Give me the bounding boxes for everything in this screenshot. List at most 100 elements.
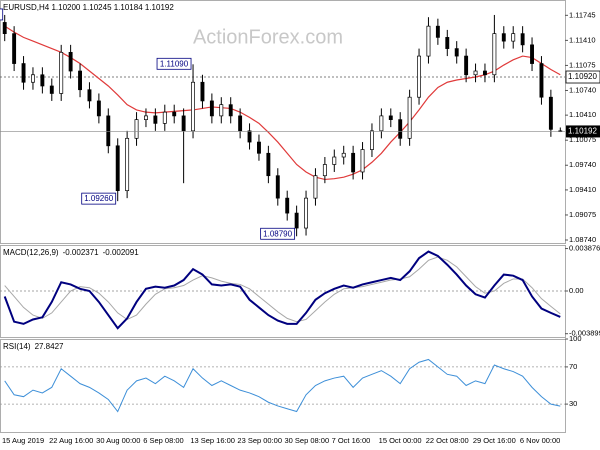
- candle-body: [548, 96, 553, 130]
- x-tick-label: 15 Aug 2019: [2, 436, 44, 445]
- candle-body: [31, 74, 35, 83]
- candle-body: [388, 115, 393, 120]
- panel-value: -0.002371: [63, 248, 100, 257]
- y-tick-label: 1.09740: [569, 160, 596, 169]
- candle-body: [2, 22, 7, 34]
- panel-value: 27.8427: [35, 342, 64, 351]
- candle-body: [87, 89, 92, 102]
- candle-body: [492, 33, 497, 76]
- panel-title: RSI(14): [3, 342, 31, 351]
- candle-body: [294, 212, 299, 229]
- x-tick-label: 29 Oct 16:00: [473, 436, 516, 445]
- chart-header: EURUSD,H4 1.10200 1.10245 1.10184 1.1019…: [3, 3, 174, 12]
- annotation-box: [156, 57, 192, 70]
- annotation-label: 1.09260: [84, 194, 113, 203]
- candle-body: [59, 51, 64, 94]
- candle-body: [115, 145, 120, 192]
- candle-body: [219, 104, 224, 117]
- y-tick-label: 100: [569, 334, 582, 343]
- x-tick-label: 15 Oct 00:00: [379, 436, 422, 445]
- x-tick-label: 13 Sep 16:00: [190, 436, 235, 445]
- annotation-box: [81, 192, 117, 205]
- x-tick-label: 30 Sep 08:00: [285, 436, 330, 445]
- y-tick-label: 1.11745: [569, 10, 596, 19]
- candle-body: [247, 130, 252, 143]
- panel-title: MACD(12,26,9): [3, 248, 59, 257]
- annotation-label: 1.11090: [160, 59, 189, 68]
- candle-body: [68, 51, 73, 72]
- y-tick-label: 70: [569, 362, 577, 371]
- candle-body: [483, 70, 487, 76]
- candle-body: [407, 96, 412, 139]
- series-line: [4, 256, 561, 323]
- candle-body: [125, 137, 130, 192]
- candle-body: [153, 115, 158, 124]
- candle-body: [332, 156, 337, 165]
- y-tick-label: 1.09075: [569, 210, 596, 219]
- y-tick-label: 0.003876: [569, 244, 600, 253]
- candle-body: [530, 44, 534, 64]
- panel-border: [0, 339, 566, 433]
- x-tick-label: 30 Aug 00:00: [96, 436, 140, 445]
- x-tick-label: 6 Nov 00:00: [520, 436, 560, 445]
- level-box: [565, 70, 600, 84]
- y-tick-label: 1.08740: [569, 235, 596, 244]
- y-tick-label: 1.09410: [569, 185, 596, 194]
- candle-body: [511, 33, 516, 42]
- candle-body: [370, 130, 374, 150]
- candle-body: [417, 55, 421, 98]
- last-price-box: [566, 125, 600, 138]
- x-tick-label: 6 Sep 08:00: [143, 436, 183, 445]
- y-tick-label: 1.10075: [569, 135, 596, 144]
- candle-body: [200, 81, 205, 102]
- candle-body: [209, 100, 214, 117]
- y-tick-label: 1.11410: [569, 35, 596, 44]
- x-tick-label: 7 Oct 16:00: [332, 436, 371, 445]
- candle-body: [520, 33, 525, 46]
- y-tick-label: 1.10740: [569, 85, 596, 94]
- x-tick-label: 23 Sep 00:00: [237, 436, 282, 445]
- candle-body: [134, 119, 139, 139]
- candle-body: [454, 48, 459, 57]
- panel-header: RSI(14) 27.8427: [3, 342, 64, 351]
- candle-body: [144, 115, 148, 120]
- candle-body: [351, 152, 356, 173]
- candle-body: [304, 197, 308, 229]
- series-line: [3, 250, 561, 330]
- candle-body: [181, 115, 186, 132]
- y-tick-label: 0.00: [569, 286, 584, 295]
- last-price-label: 1.10192: [568, 127, 597, 136]
- candle-body: [313, 175, 318, 199]
- candle-body: [435, 25, 440, 38]
- y-tick-label: 1.10410: [569, 110, 596, 119]
- candle-body: [40, 74, 45, 87]
- candle-body: [341, 152, 346, 158]
- candle-body: [398, 119, 403, 139]
- candle-body: [360, 149, 365, 173]
- candle-body: [172, 111, 177, 117]
- candle-body: [464, 55, 469, 76]
- candle-body: [445, 37, 450, 49]
- candle-body: [191, 81, 195, 132]
- candle-body: [539, 63, 544, 98]
- candle-body: [162, 111, 167, 124]
- candle-body: [275, 175, 280, 199]
- candle-body: [257, 141, 261, 154]
- y-tick-label: 30: [569, 399, 577, 408]
- x-tick-label: 22 Aug 16:00: [49, 436, 93, 445]
- candle-body: [96, 100, 101, 117]
- candle-body: [21, 63, 26, 83]
- watermark: ActionForex.com: [193, 26, 343, 48]
- candle-body: [78, 70, 82, 91]
- y-tick-label: 1.11075: [569, 60, 596, 69]
- candle-body: [266, 152, 271, 177]
- candle-body: [322, 164, 327, 177]
- candle-body: [473, 70, 478, 76]
- candle-body: [238, 115, 243, 132]
- candle-body: [426, 25, 431, 57]
- panel-header: MACD(12,26,9) -0.002371 -0.002091: [3, 248, 139, 257]
- candle-body: [106, 115, 111, 147]
- annotation-box: [260, 227, 296, 240]
